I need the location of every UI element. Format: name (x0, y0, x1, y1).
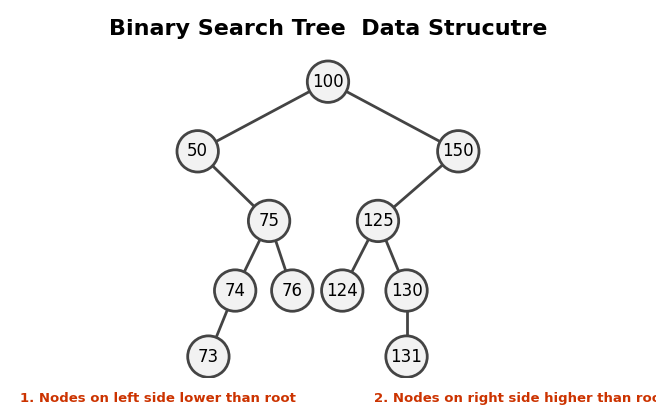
Text: 2. Nodes on right side higher than root: 2. Nodes on right side higher than root (374, 392, 656, 405)
Text: 74: 74 (224, 281, 246, 299)
Text: 73: 73 (198, 348, 219, 365)
Circle shape (215, 270, 256, 311)
Text: 76: 76 (282, 281, 303, 299)
Text: Binary Search Tree  Data Strucutre: Binary Search Tree Data Strucutre (109, 19, 547, 39)
Text: 1. Nodes on left side lower than root: 1. Nodes on left side lower than root (20, 392, 296, 405)
Circle shape (386, 336, 427, 377)
Text: 75: 75 (258, 212, 279, 230)
Circle shape (307, 61, 349, 102)
Circle shape (321, 270, 363, 311)
Text: 50: 50 (187, 142, 208, 160)
Circle shape (177, 131, 218, 172)
Text: 125: 125 (362, 212, 394, 230)
Text: 131: 131 (390, 348, 422, 365)
Circle shape (386, 270, 427, 311)
Text: 100: 100 (312, 73, 344, 91)
Circle shape (358, 200, 399, 242)
Circle shape (272, 270, 313, 311)
Circle shape (188, 336, 229, 377)
Circle shape (249, 200, 290, 242)
Text: 130: 130 (391, 281, 422, 299)
Text: 150: 150 (443, 142, 474, 160)
Circle shape (438, 131, 479, 172)
Text: 124: 124 (327, 281, 358, 299)
